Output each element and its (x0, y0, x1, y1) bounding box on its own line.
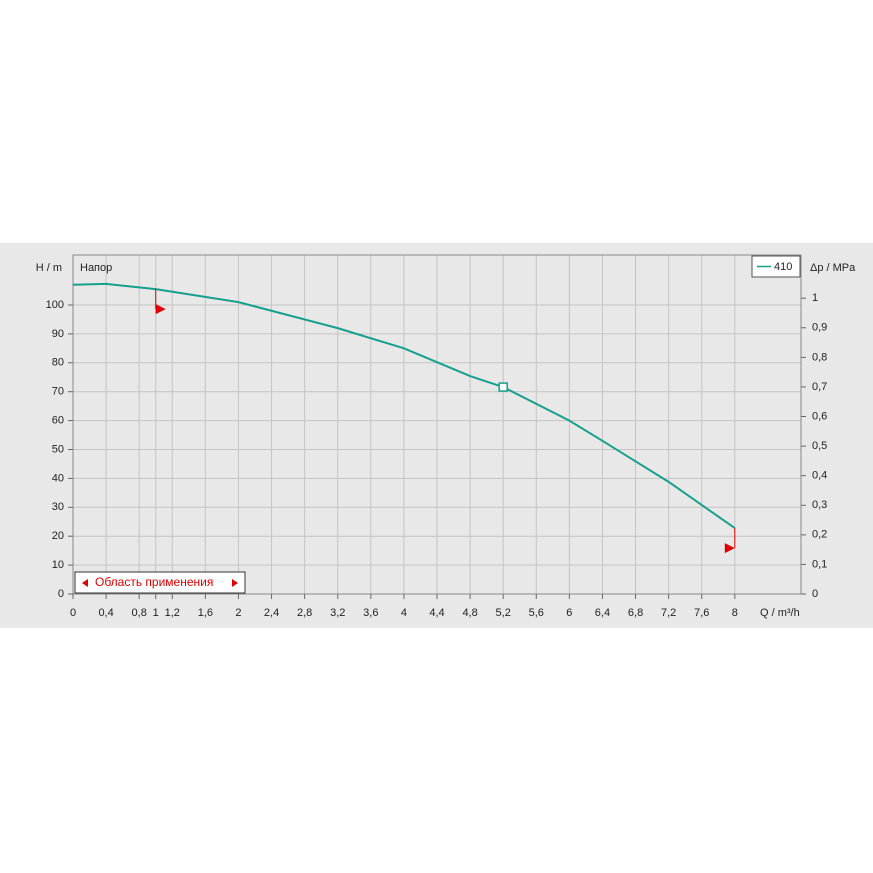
x-tick-label: 7,2 (661, 607, 676, 619)
curve-label: Напор (80, 262, 112, 274)
x-tick-label: 0,4 (98, 607, 113, 619)
y-tick-label: 70 (52, 386, 64, 398)
y-tick-label: 0 (58, 588, 64, 600)
curve (72, 282, 736, 529)
y2-tick-label: 0,8 (812, 351, 827, 363)
x-tick-label: 8 (732, 607, 738, 619)
range-limit-arrow (724, 543, 735, 554)
x-tick-label: 1 (153, 607, 159, 619)
y-tick-label: 30 (52, 501, 64, 513)
y-tick-label: 40 (52, 472, 64, 484)
x-tick-label: 6,4 (595, 607, 610, 619)
y2-tick-label: 0,6 (812, 410, 827, 422)
x-tick-label: 7,6 (694, 607, 709, 619)
legend-box (751, 255, 801, 278)
x-tick-label: 0,8 (132, 607, 147, 619)
operating-point (498, 382, 508, 392)
x-tick-label: 1,2 (165, 607, 180, 619)
y2-tick-label: 0 (812, 588, 818, 600)
range-box (74, 571, 246, 594)
y2-tick-label: 1 (812, 292, 818, 304)
x-tick-label: 4,4 (429, 607, 444, 619)
x-tick-label: 2,4 (264, 607, 279, 619)
y-tick-label: 90 (52, 328, 64, 340)
y2-axis-title: Δp / MPa (810, 262, 856, 274)
y2-tick-label: 0,7 (812, 381, 827, 393)
y2-tick-label: 0,9 (812, 322, 827, 334)
range-limit-arrow (155, 304, 166, 315)
x-tick-label: 5,2 (496, 607, 511, 619)
range-arrow-left (82, 579, 88, 587)
y-tick-label: 50 (52, 443, 64, 455)
x-tick-label: 5,6 (529, 607, 544, 619)
y-tick-label: 20 (52, 530, 64, 542)
y-axis-title: H / m (36, 262, 62, 274)
range-arrow-right (232, 579, 238, 587)
y-tick-label: 10 (52, 559, 64, 571)
range-label: Область применения (95, 575, 213, 589)
y2-tick-label: 0,4 (812, 470, 827, 482)
y2-tick-label: 0,5 (812, 440, 827, 452)
y-tick-label: 100 (46, 299, 64, 311)
x-tick-label: 4,8 (462, 607, 477, 619)
x-tick-label: 2 (235, 607, 241, 619)
x-tick-label: 2,8 (297, 607, 312, 619)
x-tick-label: 1,6 (198, 607, 213, 619)
x-tick-label: 6,8 (628, 607, 643, 619)
y2-tick-label: 0,3 (812, 499, 827, 511)
y-tick-label: 80 (52, 357, 64, 369)
y2-tick-label: 0,1 (812, 558, 827, 570)
x-tick-label: 3,6 (363, 607, 378, 619)
x-tick-label: 0 (70, 607, 76, 619)
y2-tick-label: 0,2 (812, 529, 827, 541)
x-tick-label: 3,2 (330, 607, 345, 619)
x-tick-label: 4 (401, 607, 407, 619)
x-axis-title: Q / m³/h (760, 607, 800, 619)
x-tick-label: 6 (566, 607, 572, 619)
grid (72, 255, 801, 595)
legend-label: 410 (774, 261, 792, 273)
y-tick-label: 60 (52, 415, 64, 427)
